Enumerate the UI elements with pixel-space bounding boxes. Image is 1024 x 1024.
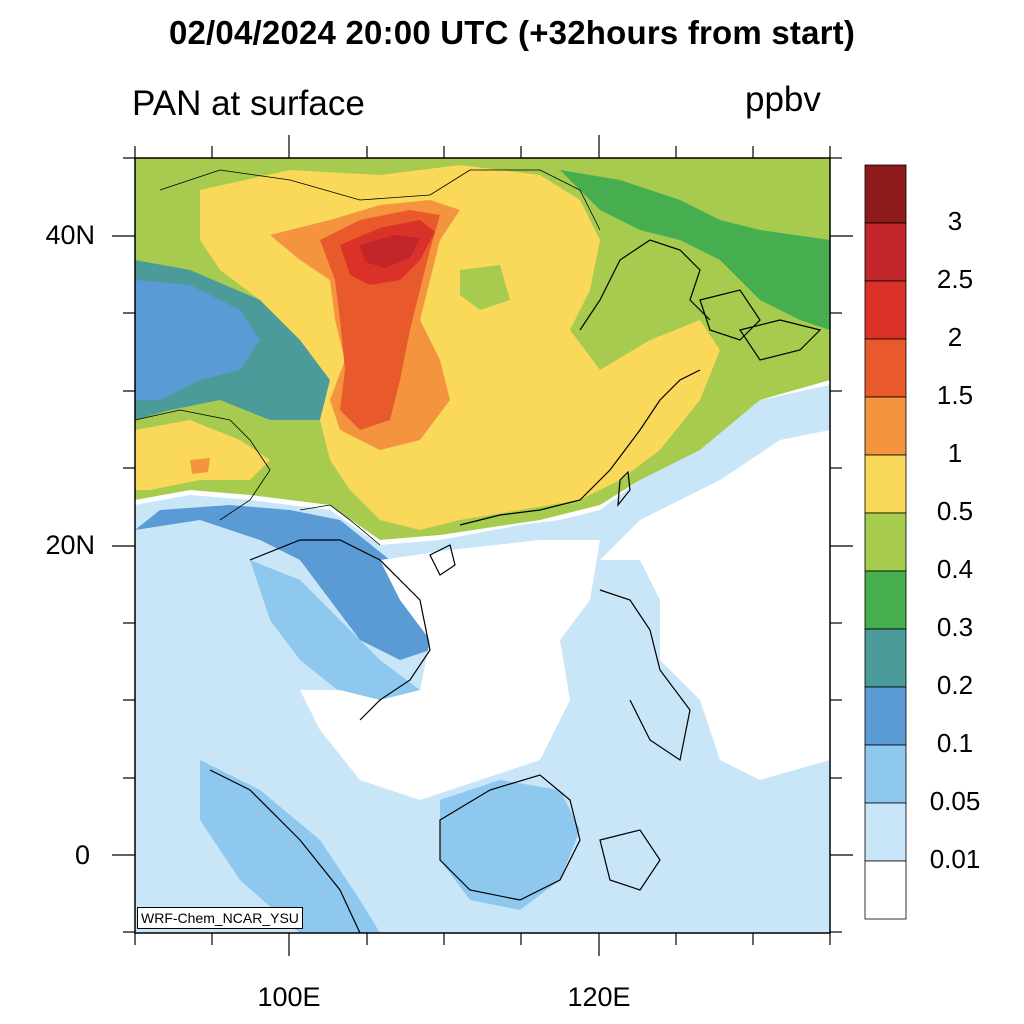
lon-label-100e: 100E (257, 982, 321, 1012)
lat-label-40n: 40N (45, 220, 95, 250)
colorbar-swatch (864, 338, 907, 398)
units-label: ppbv (745, 80, 821, 119)
colorbar-tick-label: 3 (947, 206, 963, 236)
colorbar-tick-label: 1.5 (936, 380, 974, 410)
colorbar-tick-label: 0.4 (936, 554, 974, 584)
colorbar-swatch (864, 164, 907, 224)
lon-label-120e: 120E (567, 982, 631, 1012)
lat-label-20n: 20N (45, 530, 95, 560)
axis-ticks (112, 135, 853, 956)
colorbar-tick-label: 1 (947, 438, 963, 468)
map-title: 02/04/2024 20:00 UTC (+32hours from star… (168, 14, 856, 51)
colorbar-tick-label: 0.2 (936, 670, 974, 700)
colorbar-tick-label: 2.5 (936, 264, 974, 294)
colorbar-tick-label: 0.01 (929, 844, 981, 874)
lat-label-0: 0 (74, 840, 90, 870)
colorbar (864, 164, 907, 920)
colorbar-tick-label: 0.5 (936, 496, 974, 526)
colorbar-tick-label: 2 (947, 322, 963, 352)
colorbar-tick-label: 0.3 (936, 612, 974, 642)
model-credit-label: WRF-Chem_NCAR_YSU (137, 907, 303, 929)
variable-label: PAN at surface (132, 84, 365, 123)
colorbar-swatch (864, 222, 907, 282)
colorbar-swatch (864, 686, 907, 746)
colorbar-swatch (864, 628, 907, 688)
pan-concentration-field (135, 158, 830, 933)
colorbar-swatch (864, 280, 907, 340)
colorbar-swatch (864, 570, 907, 630)
coastlines (209, 239, 822, 933)
colorbar-swatch (864, 396, 907, 456)
colorbar-swatch (864, 860, 907, 920)
colorbar-swatch (864, 512, 907, 572)
colorbar-swatch (864, 744, 907, 804)
colorbar-swatch (864, 454, 907, 514)
colorbar-swatch (864, 802, 907, 862)
borders (135, 169, 601, 546)
colorbar-tick-label: 0.05 (929, 786, 981, 816)
colorbar-tick-label: 0.1 (936, 728, 974, 758)
